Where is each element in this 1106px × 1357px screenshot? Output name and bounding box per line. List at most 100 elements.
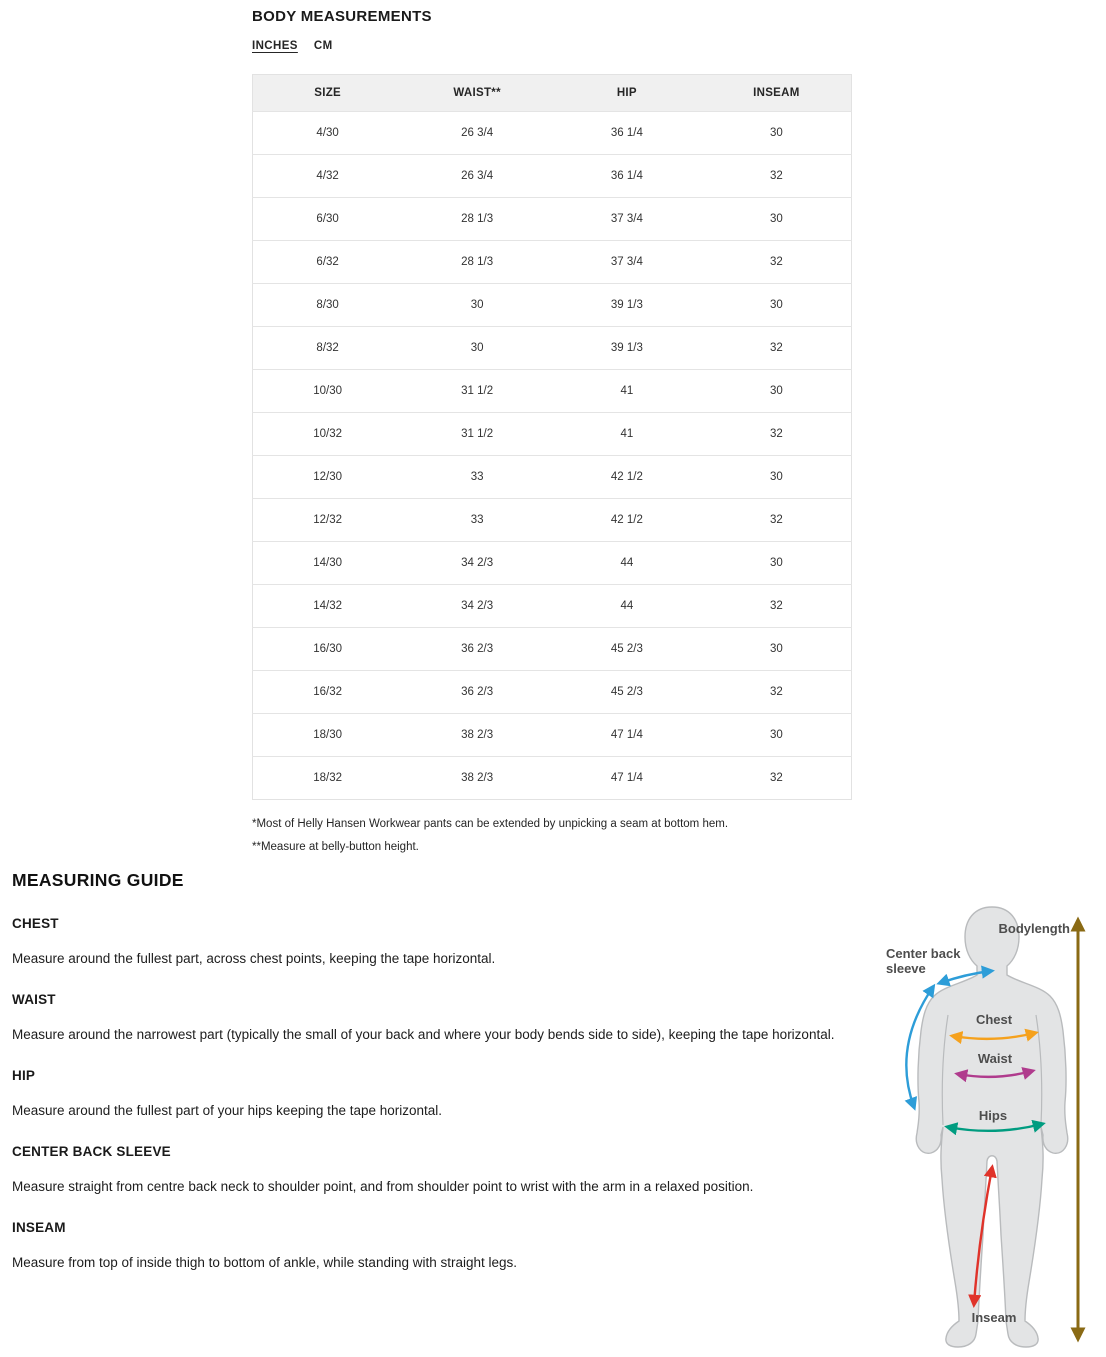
table-row: 18/30 38 2/3 47 1/4 30 [252,713,852,757]
table-cell: 30 [769,299,783,311]
table-row: 4/32 26 3/4 36 1/4 32 [252,154,852,198]
table-cell: 41 [620,385,634,397]
table-cell: 16/32 [313,686,343,698]
table-row: 12/30 33 42 1/2 30 [252,455,852,499]
table-row: 14/32 34 2/3 44 32 [252,584,852,628]
table-cell: 14/32 [313,600,343,612]
table-cell: 37 3/4 [610,213,643,225]
column-header: SIZE [314,87,341,99]
table-cell: 34 2/3 [461,600,494,612]
guide-section-heading: CENTER BACK SLEEVE [12,1144,171,1159]
column-header: HIP [616,87,637,99]
table-cell: 30 [769,385,783,397]
guide-section-heading: WAIST [12,992,56,1007]
table-cell: 32 [769,686,783,698]
table-cell: 12/32 [313,514,343,526]
table-cell: 6/32 [316,256,339,268]
center-back-sleeve-label: Center back sleeve [886,946,961,976]
measuring-diagram: Bodylength Center back sleeve Chest Wais… [870,897,1106,1357]
table-cell: 32 [769,170,783,182]
table-cell: 38 2/3 [461,729,494,741]
unit-toggle: INCHES CM [252,38,852,54]
table-cell: 30 [769,729,783,741]
table-cell: 26 3/4 [461,170,494,182]
table-cell: 16/30 [313,643,343,655]
table-row: 12/32 33 42 1/2 32 [252,498,852,542]
table-cell: 28 1/3 [461,213,494,225]
guide-title: MEASURING GUIDE [12,870,184,890]
table-cell: 18/30 [313,729,343,741]
waist-label: Waist [977,1051,1013,1066]
table-row: 4/30 26 3/4 36 1/4 30 [252,111,852,155]
table-row: 10/30 31 1/2 41 30 [252,369,852,413]
table-cell: 36 1/4 [610,127,643,139]
table-cell: 32 [769,514,783,526]
guide-section-text: Measure around the narrowest part (typic… [12,1027,835,1042]
table-cell: 4/30 [316,127,339,139]
guide-section-text: Measure around the fullest part of your … [12,1103,443,1118]
table-cell: 8/30 [316,299,339,311]
table-row: 8/32 30 39 1/3 32 [252,326,852,370]
guide-section-heading: HIP [12,1068,36,1083]
table-row: 16/30 36 2/3 45 2/3 30 [252,627,852,671]
table-row: 6/30 28 1/3 37 3/4 30 [252,197,852,241]
table-cell: 33 [470,471,484,483]
table-cell: 30 [769,557,783,569]
column-header: WAIST** [453,87,501,99]
chest-arrow [949,1028,1039,1045]
guide-sections: CHEST Measure around the fullest part, ac… [12,916,874,1271]
table-cell: 47 1/4 [610,772,643,784]
chest-label: Chest [975,1012,1013,1027]
table-cell: 32 [769,256,783,268]
center-back-sleeve-arrow-long [904,983,936,1111]
table-row: 8/30 30 39 1/3 30 [252,283,852,327]
table-cell: 30 [769,471,783,483]
footnote-seam: *Most of Helly Hansen Workwear pants can… [252,818,729,830]
table-row: 10/32 31 1/2 41 32 [252,412,852,456]
tab-inches[interactable]: INCHES [252,40,298,52]
table-cell: 38 2/3 [461,772,494,784]
table-cell: 10/30 [313,385,343,397]
bodylength-label: Bodylength [998,921,1071,936]
waist-arrow [954,1067,1036,1083]
table-cell: 47 1/4 [610,729,643,741]
arm-seam-left [941,1014,949,1126]
table-cell: 39 1/3 [610,299,643,311]
body-diagram-svg [904,906,1086,1348]
table-cell: 45 2/3 [610,686,643,698]
table-cell: 33 [470,514,484,526]
size-table: SIZE WAIST** HIP INSEAM 4/30 26 3/4 36 1/4 30 4… [252,74,852,800]
table-cell: 44 [620,557,634,569]
table-cell: 30 [769,213,783,225]
table-cell: 31 1/2 [461,428,494,440]
table-row: 18/32 38 2/3 47 1/4 32 [252,756,852,800]
table-cell: 12/30 [313,471,343,483]
guide-section-text: Measure around the fullest part, across … [12,951,496,966]
table-cell: 8/32 [316,342,339,354]
center-back-sleeve-arrow-short [936,965,995,987]
guide-section-heading: CHEST [12,916,59,931]
tab-cm[interactable]: CM [313,40,333,52]
table-cell: 30 [769,643,783,655]
table-cell: 31 1/2 [461,385,494,397]
table-cell: 6/30 [316,213,339,225]
table-cell: 32 [769,772,783,784]
table-cell: 26 3/4 [461,127,494,139]
table-cell: 30 [769,127,783,139]
inseam-label: Inseam [971,1310,1017,1325]
table-cell: 18/32 [313,772,343,784]
table-header-row: SIZE WAIST** HIP INSEAM [252,74,852,112]
table-cell: 30 [470,299,484,311]
table-cell: 28 1/3 [461,256,494,268]
table-cell: 42 1/2 [610,471,643,483]
measuring-guide-section: MEASURING GUIDE CHEST Measure around the … [12,870,874,1271]
table-cell: 41 [620,428,634,440]
table-cell: 32 [769,342,783,354]
table-cell: 32 [769,600,783,612]
table-cell: 36 2/3 [461,643,494,655]
column-header: INSEAM [753,87,800,99]
table-row: 16/32 36 2/3 45 2/3 32 [252,670,852,714]
table-cell: 42 1/2 [610,514,643,526]
table-cell: 34 2/3 [461,557,494,569]
table-cell: 4/32 [316,170,339,182]
